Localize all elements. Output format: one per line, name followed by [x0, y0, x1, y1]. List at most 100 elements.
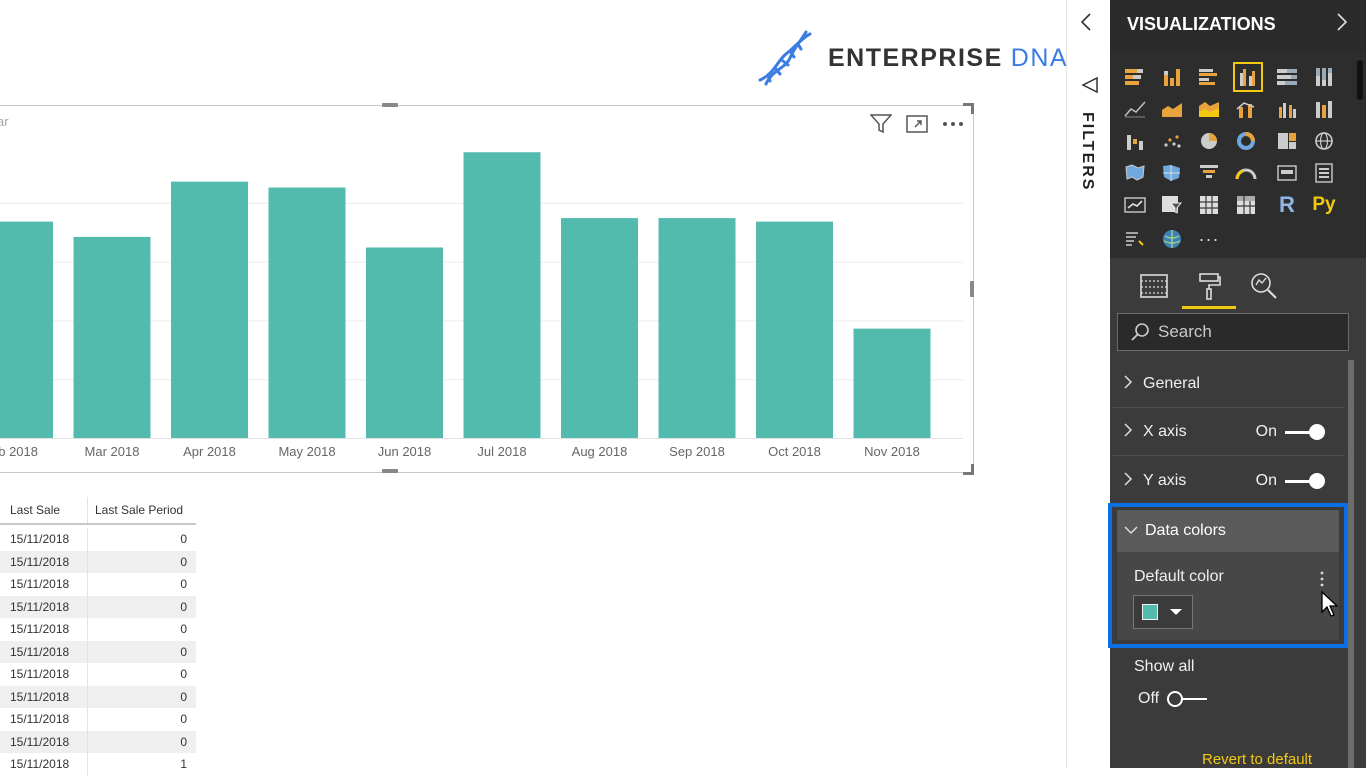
chart-bar[interactable] — [171, 181, 248, 438]
multi-row-card-icon[interactable] — [1311, 160, 1337, 186]
filter-icon[interactable] — [869, 112, 893, 136]
card-icon[interactable] — [1274, 160, 1300, 186]
y-axis-toggle[interactable]: On — [1256, 472, 1325, 490]
resize-handle-top[interactable] — [382, 103, 398, 107]
x-tick-label: Aug 2018 — [572, 444, 628, 459]
revert-to-default-link[interactable]: Revert to default — [1202, 751, 1313, 768]
resize-corner-top-right[interactable] — [963, 103, 974, 114]
filters-pane-collapsed[interactable]: FILTERS — [1067, 0, 1110, 768]
format-search-input[interactable]: Search — [1117, 313, 1349, 351]
toggle-switch-on[interactable] — [1285, 473, 1325, 489]
pie-chart-icon[interactable] — [1196, 128, 1222, 154]
card-general[interactable]: General — [1113, 362, 1345, 406]
chart-bar[interactable] — [756, 221, 833, 438]
tab-analytics[interactable] — [1237, 266, 1291, 306]
shape-map-icon[interactable] — [1159, 160, 1185, 186]
chart-bar[interactable] — [853, 328, 931, 438]
ribbon-chart-icon[interactable] — [1311, 96, 1337, 122]
visual-header-icons — [869, 112, 965, 136]
chart-bar[interactable] — [268, 187, 346, 438]
cell-last-sale-period: 0 — [180, 622, 187, 637]
100-stacked-bar-chart-icon[interactable] — [1274, 64, 1300, 90]
more-visuals-icon[interactable]: ··· — [1196, 226, 1222, 252]
tab-format[interactable] — [1182, 266, 1236, 309]
toggle-switch-off[interactable] — [1167, 691, 1208, 707]
column-header-last-sale-period[interactable]: Last Sale Period — [95, 503, 184, 517]
kpi-icon[interactable] — [1122, 192, 1148, 218]
100-stacked-column-chart-icon[interactable] — [1311, 64, 1337, 90]
table-row[interactable]: 15/11/2018 0 — [0, 550, 196, 573]
clustered-column-chart-icon[interactable] — [1233, 62, 1263, 92]
chart-bar[interactable] — [73, 236, 151, 438]
r-visual-icon[interactable]: R — [1274, 192, 1300, 218]
show-all-label: Show all — [1134, 658, 1195, 675]
resize-corner-bottom-right[interactable] — [963, 464, 974, 475]
resize-handle-bottom[interactable] — [382, 469, 398, 473]
donut-chart-icon[interactable] — [1233, 128, 1259, 154]
card-data-colors[interactable]: Data colors — [1117, 510, 1339, 552]
qna-icon[interactable] — [1122, 226, 1148, 252]
chart-bar[interactable] — [463, 152, 541, 438]
chart-bar[interactable] — [0, 221, 53, 438]
x-tick-label: eb 2018 — [0, 444, 38, 459]
cell-last-sale-period: 0 — [180, 734, 187, 749]
table-row[interactable]: 15/11/2018 0 — [0, 528, 196, 551]
expand-filters-chevron-icon[interactable] — [1080, 12, 1096, 36]
table-row[interactable]: 15/11/2018 0 — [0, 685, 196, 708]
arcgis-globe-icon[interactable] — [1159, 226, 1185, 252]
waterfall-chart-icon[interactable] — [1122, 128, 1148, 154]
chart-bar[interactable] — [366, 247, 443, 438]
filled-map-icon[interactable] — [1122, 160, 1148, 186]
table-row[interactable]: 15/11/2018 0 — [0, 595, 196, 618]
show-all-toggle[interactable]: Off — [1138, 690, 1208, 708]
search-placeholder: Search — [1158, 322, 1212, 341]
area-chart-icon[interactable] — [1159, 96, 1185, 122]
gauge-icon[interactable] — [1233, 160, 1259, 186]
map-globe-icon[interactable] — [1311, 128, 1337, 154]
tab-fields[interactable] — [1127, 266, 1181, 306]
table-row[interactable]: 15/11/2018 0 — [0, 573, 196, 596]
focus-mode-icon[interactable] — [905, 112, 929, 136]
more-options-icon[interactable] — [941, 112, 965, 136]
treemap-icon[interactable] — [1274, 128, 1300, 154]
collapse-pane-chevron-icon[interactable] — [1336, 12, 1348, 38]
cell-last-sale-period: 0 — [180, 599, 187, 614]
column-chart-visual[interactable]: ar eb 2018 Mar 2018 Apr 2018 May 2018 Jun 20… — [0, 103, 974, 475]
python-visual-icon[interactable]: Py — [1311, 192, 1337, 218]
column-header-last-sale[interactable]: Last Sale — [0, 497, 88, 523]
x-tick-label: Mar 2018 — [85, 444, 140, 459]
funnel-chart-icon[interactable] — [1196, 160, 1222, 186]
data-table[interactable]: Last Sale Last Sale Period 15/11/2018 0 15… — [0, 497, 196, 776]
scatter-chart-icon[interactable] — [1159, 128, 1185, 154]
resize-handle-right[interactable] — [970, 281, 974, 297]
matrix-icon[interactable] — [1233, 192, 1259, 218]
logo-accent: DNA — [1010, 43, 1069, 72]
stacked-area-chart-icon[interactable] — [1196, 96, 1222, 122]
card-y-axis[interactable]: Y axis On — [1113, 459, 1345, 503]
chart-bar[interactable] — [561, 218, 638, 438]
kebab-menu-icon[interactable] — [1318, 570, 1326, 588]
pane-tabs — [1110, 258, 1366, 309]
x-axis-toggle[interactable]: On — [1256, 423, 1325, 441]
format-scrollbar-track[interactable] — [1348, 360, 1354, 768]
table-row[interactable]: 15/11/2018 0 — [0, 663, 196, 686]
default-color-picker[interactable] — [1133, 595, 1193, 629]
clustered-bar-chart-icon[interactable] — [1196, 64, 1222, 90]
chart-bar[interactable] — [658, 218, 736, 438]
line-chart-icon[interactable] — [1122, 96, 1148, 122]
table-row[interactable]: 15/11/2018 0 — [0, 730, 196, 753]
toggle-switch-on[interactable] — [1285, 424, 1325, 440]
card-x-axis[interactable]: X axis On — [1113, 410, 1345, 454]
line-and-clustered-column-chart-icon[interactable] — [1274, 96, 1300, 122]
stacked-bar-chart-icon[interactable] — [1122, 64, 1148, 90]
table-row[interactable]: 15/11/2018 0 — [0, 640, 196, 663]
format-scrollbar-thumb[interactable] — [1348, 360, 1354, 768]
gallery-scrollbar[interactable] — [1357, 60, 1363, 100]
slicer-icon[interactable] — [1159, 192, 1185, 218]
table-row[interactable]: 15/11/2018 0 — [0, 618, 196, 641]
stacked-column-chart-icon[interactable] — [1159, 64, 1185, 90]
line-and-stacked-column-chart-icon[interactable] — [1233, 96, 1259, 122]
table-row[interactable]: 15/11/2018 1 — [0, 753, 196, 776]
table-row[interactable]: 15/11/2018 0 — [0, 708, 196, 731]
table-icon[interactable] — [1196, 192, 1222, 218]
